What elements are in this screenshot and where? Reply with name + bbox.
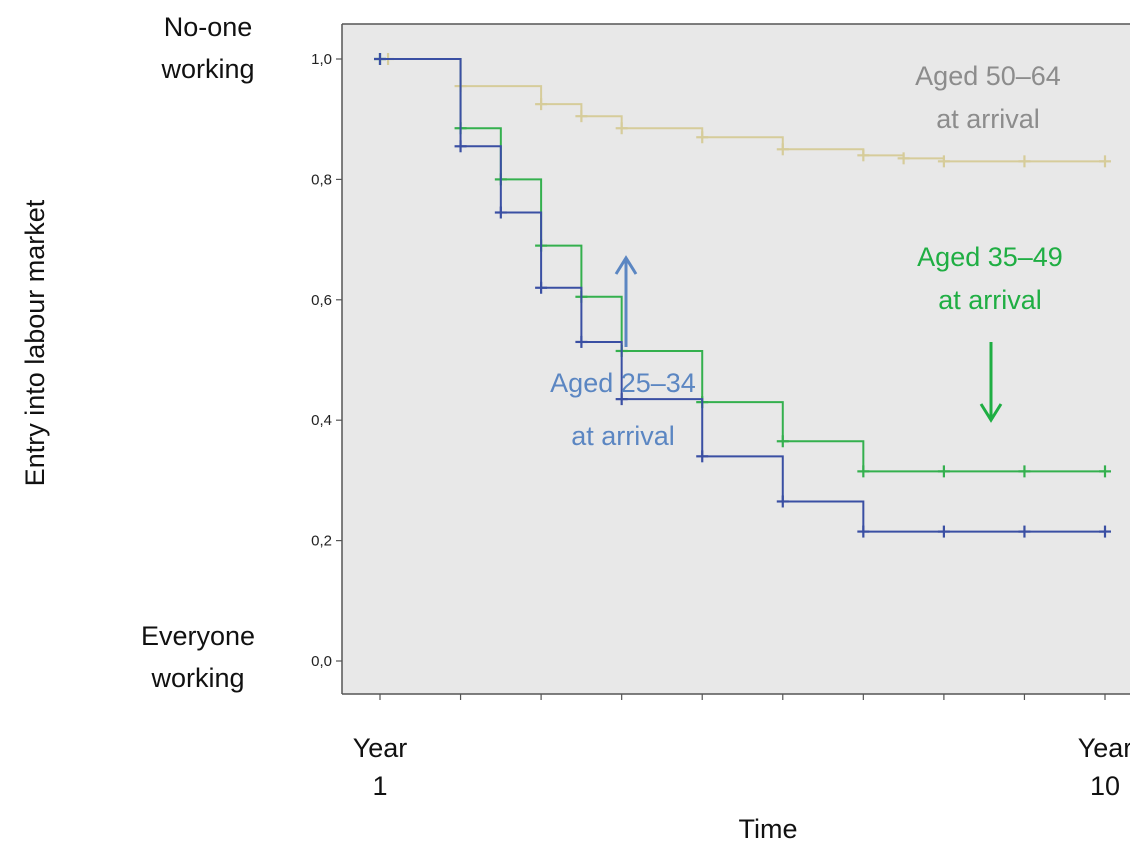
series-point-1: [1099, 465, 1111, 478]
y-tick-label: 0,2: [311, 533, 332, 550]
series-point-2: [535, 281, 548, 294]
series-point-0: [535, 98, 548, 111]
series-point-2: [776, 495, 789, 508]
y-axis-title: Entry into labour market: [20, 199, 50, 486]
series-point-0: [937, 155, 950, 168]
series-point-2: [575, 335, 588, 348]
series-point-0: [776, 143, 789, 156]
series-label-line2: at arrival: [936, 104, 1040, 134]
series-point-0: [696, 131, 709, 144]
series-point-0: [1099, 155, 1111, 168]
series-label-line1: Aged 35–49: [917, 242, 1063, 272]
series-label-line2: at arrival: [938, 285, 1042, 315]
series-point-2: [1099, 525, 1111, 538]
arrow-blue-head: [614, 255, 638, 275]
x-tick-label-line1: Year: [1078, 733, 1130, 763]
series-point-1: [857, 465, 870, 478]
x-tick-label-line2: 1: [372, 771, 387, 801]
y-tick-label: 0,8: [311, 171, 332, 188]
x-tick-label-line1: Year: [353, 733, 408, 763]
series-point-0: [575, 110, 588, 123]
series-label-line2: at arrival: [571, 421, 675, 451]
series-point-2: [615, 393, 628, 406]
series-point-2: [374, 53, 386, 65]
series-point-2: [857, 525, 870, 538]
y-top-label-line1: No-one: [164, 12, 253, 42]
y-bottom-label-line1: Everyone: [141, 621, 255, 651]
y-tick-label: 0,6: [311, 292, 332, 309]
x-tick-label-line2: 10: [1090, 771, 1120, 801]
arrow-green-head: [979, 403, 1003, 423]
series-label-line1: Aged 25–34: [550, 368, 696, 398]
y-top-label-line2: working: [160, 54, 254, 84]
series-point-1: [1018, 465, 1031, 478]
plot-area: [342, 24, 1130, 694]
y-tick-label: 0,4: [311, 412, 332, 429]
series-point-1: [776, 435, 789, 448]
series-point-2: [1018, 525, 1031, 538]
x-axis-title: Time: [739, 814, 798, 842]
y-tick-label: 1,0: [311, 51, 332, 68]
series-point-1: [937, 465, 950, 478]
series-point-0: [615, 122, 628, 135]
y-tick-label: 0,0: [311, 653, 332, 670]
y-bottom-label-line2: working: [150, 663, 244, 693]
series-point-2: [454, 140, 467, 153]
series-point-2: [696, 450, 709, 463]
series-point-0: [1018, 155, 1031, 168]
series-point-2: [937, 525, 950, 538]
series-label-line1: Aged 50–64: [915, 61, 1061, 91]
series-point-0: [857, 149, 870, 162]
series-point-2: [494, 206, 507, 219]
series-point-0: [897, 152, 910, 165]
